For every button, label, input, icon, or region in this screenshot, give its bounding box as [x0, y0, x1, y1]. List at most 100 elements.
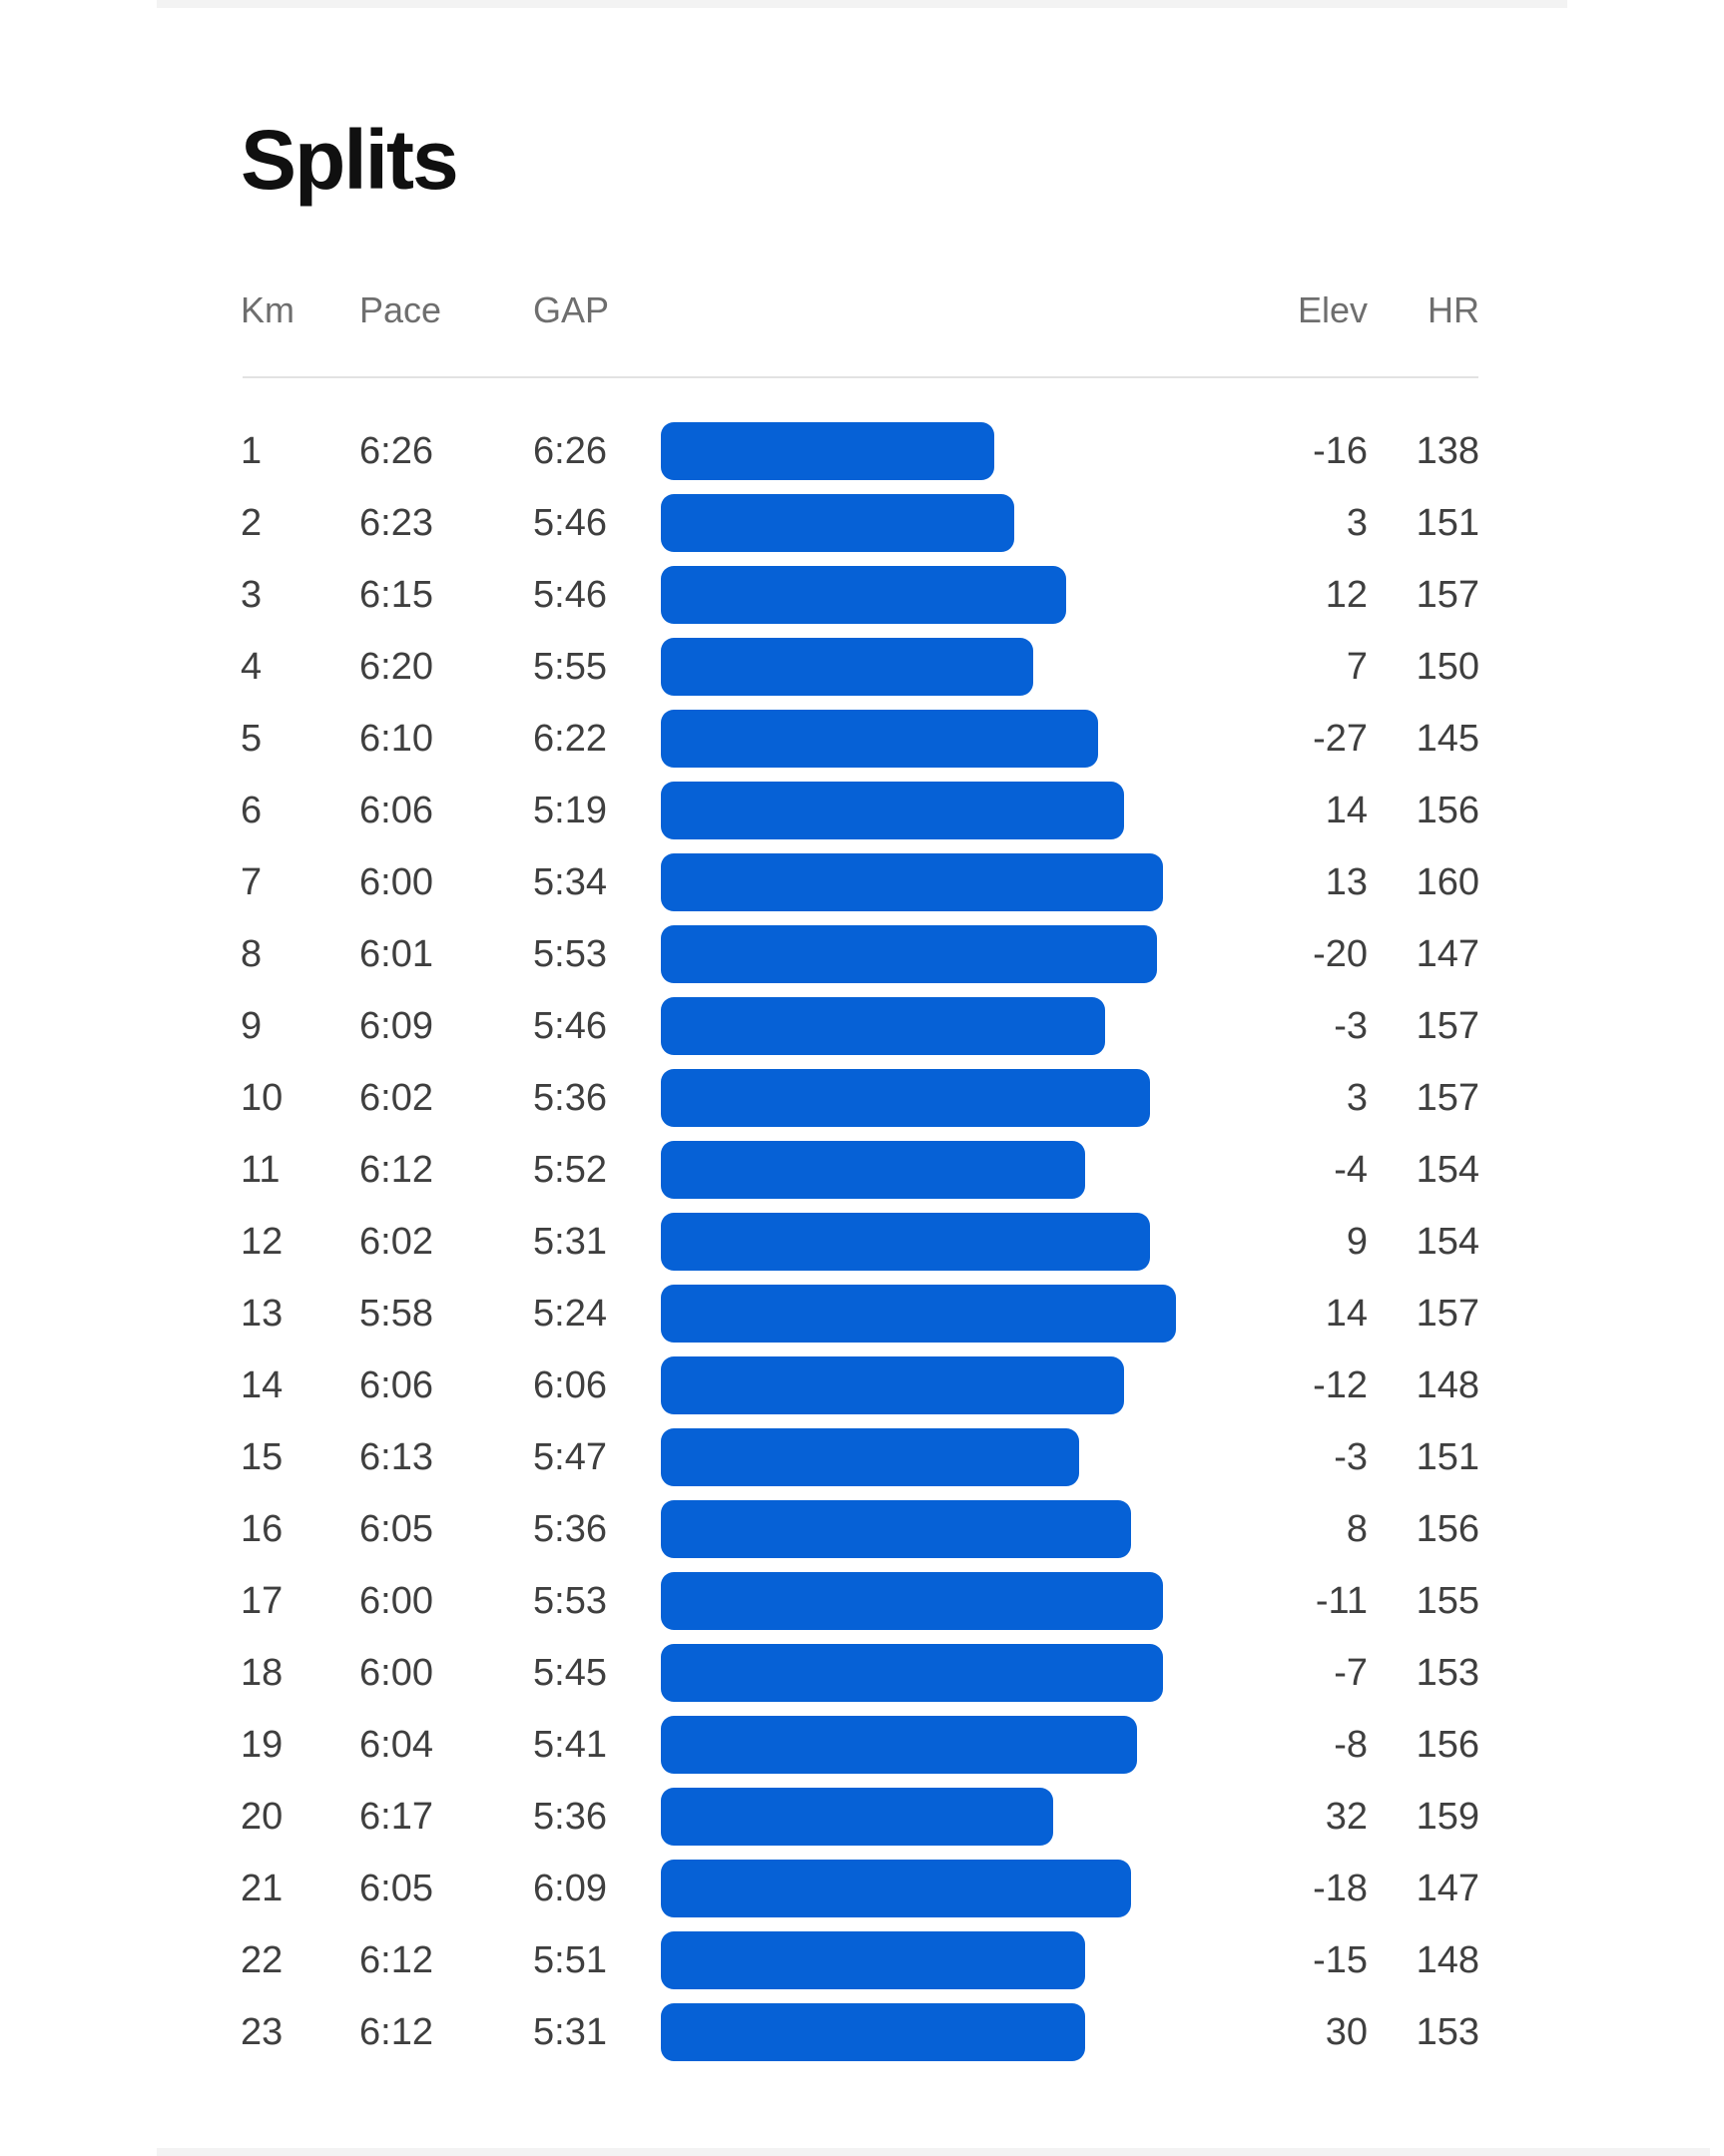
table-row: 18 6:00 5:45 -7 153 — [0, 1637, 1724, 1709]
pace-bar — [661, 1141, 1085, 1199]
table-row: 5 6:10 6:22 -27 145 — [0, 703, 1724, 775]
pace-bar — [661, 1572, 1163, 1630]
table-row: 8 6:01 5:53 -20 147 — [0, 918, 1724, 990]
split-gap-value: 5:31 — [533, 2011, 607, 2053]
split-elev-value: -18 — [1313, 1868, 1368, 1909]
split-km-value: 20 — [241, 1796, 284, 1838]
split-pace-value: 6:02 — [359, 1221, 433, 1263]
split-elev-value: -8 — [1334, 1724, 1368, 1766]
column-header-hr: HR — [1428, 289, 1479, 330]
pace-bar — [661, 1069, 1150, 1127]
split-hr-value: 145 — [1416, 718, 1479, 760]
split-elev-value: -20 — [1313, 933, 1368, 975]
split-elev-value: -15 — [1313, 1939, 1368, 1981]
table-row: 20 6:17 5:36 32 159 — [0, 1781, 1724, 1853]
pace-bar — [661, 997, 1105, 1055]
split-km-value: 18 — [241, 1652, 284, 1694]
split-pace-value: 6:12 — [359, 2011, 433, 2053]
table-row: 16 6:05 5:36 8 156 — [0, 1493, 1724, 1565]
split-pace-value: 6:00 — [359, 861, 433, 903]
split-hr-value: 156 — [1416, 790, 1479, 831]
split-pace-value: 6:09 — [359, 1005, 433, 1047]
split-elev-value: -4 — [1334, 1149, 1368, 1191]
split-pace-value: 6:20 — [359, 646, 433, 688]
split-hr-value: 151 — [1416, 1436, 1479, 1478]
table-row: 11 6:12 5:52 -4 154 — [0, 1134, 1724, 1206]
column-header-gap: GAP — [533, 289, 610, 330]
split-gap-value: 5:19 — [533, 790, 607, 831]
split-elev-value: -7 — [1334, 1652, 1368, 1694]
header-divider — [243, 376, 1478, 378]
split-km-value: 16 — [241, 1508, 284, 1550]
split-gap-value: 5:51 — [533, 1939, 607, 1981]
split-gap-value: 5:36 — [533, 1796, 607, 1838]
table-row: 13 5:58 5:24 14 157 — [0, 1278, 1724, 1349]
split-hr-value: 153 — [1416, 2011, 1479, 2053]
column-header-elev: Elev — [1297, 289, 1368, 330]
split-pace-value: 6:06 — [359, 790, 433, 831]
split-pace-value: 6:12 — [359, 1149, 433, 1191]
split-elev-value: 12 — [1325, 574, 1368, 616]
split-km-value: 1 — [241, 430, 263, 472]
split-elev-value: 13 — [1325, 861, 1368, 903]
table-header-row: Km Pace GAP Elev HR — [0, 290, 1724, 330]
table-row: 22 6:12 5:51 -15 148 — [0, 1924, 1724, 1996]
table-row: 10 6:02 5:36 3 157 — [0, 1062, 1724, 1134]
pace-bar — [661, 494, 1014, 552]
split-pace-value: 6:05 — [359, 1868, 433, 1909]
split-elev-value: -12 — [1313, 1364, 1368, 1406]
split-hr-value: 138 — [1416, 430, 1479, 472]
split-gap-value: 5:31 — [533, 1221, 607, 1263]
split-pace-value: 5:58 — [359, 1293, 433, 1335]
split-gap-value: 5:47 — [533, 1436, 607, 1478]
split-pace-value: 6:01 — [359, 933, 433, 975]
split-elev-value: 8 — [1346, 1508, 1368, 1550]
table-row: 9 6:09 5:46 -3 157 — [0, 990, 1724, 1062]
split-gap-value: 6:06 — [533, 1364, 607, 1406]
page-title: Splits — [241, 113, 459, 207]
table-row: 23 6:12 5:31 30 153 — [0, 1996, 1724, 2068]
split-gap-value: 5:46 — [533, 1005, 607, 1047]
split-pace-value: 6:17 — [359, 1796, 433, 1838]
split-gap-value: 5:41 — [533, 1724, 607, 1766]
table-row: 4 6:20 5:55 7 150 — [0, 631, 1724, 703]
split-km-value: 11 — [241, 1149, 281, 1191]
pace-bar — [661, 1644, 1163, 1702]
app-background-strip-bottom — [157, 2148, 1710, 2156]
pace-bar — [661, 853, 1163, 911]
split-pace-value: 6:04 — [359, 1724, 433, 1766]
split-km-value: 3 — [241, 574, 263, 616]
split-km-value: 19 — [241, 1724, 284, 1766]
split-km-value: 2 — [241, 502, 263, 544]
split-km-value: 13 — [241, 1293, 284, 1335]
split-gap-value: 5:34 — [533, 861, 607, 903]
split-pace-value: 6:00 — [359, 1580, 433, 1622]
split-km-value: 23 — [241, 2011, 284, 2053]
split-km-value: 6 — [241, 790, 263, 831]
table-row: 12 6:02 5:31 9 154 — [0, 1206, 1724, 1278]
split-gap-value: 5:53 — [533, 933, 607, 975]
split-elev-value: -3 — [1334, 1436, 1368, 1478]
split-hr-value: 154 — [1416, 1149, 1479, 1191]
split-gap-value: 5:46 — [533, 502, 607, 544]
split-hr-value: 157 — [1416, 1077, 1479, 1119]
split-km-value: 17 — [241, 1580, 284, 1622]
split-hr-value: 156 — [1416, 1724, 1479, 1766]
table-row: 19 6:04 5:41 -8 156 — [0, 1709, 1724, 1781]
split-gap-value: 6:09 — [533, 1868, 607, 1909]
split-km-value: 7 — [241, 861, 263, 903]
split-hr-value: 147 — [1416, 933, 1479, 975]
split-pace-value: 6:15 — [359, 574, 433, 616]
column-header-pace: Pace — [359, 289, 442, 330]
split-hr-value: 156 — [1416, 1508, 1479, 1550]
table-row: 7 6:00 5:34 13 160 — [0, 846, 1724, 918]
split-km-value: 5 — [241, 718, 263, 760]
pace-bar — [661, 1931, 1085, 1989]
pace-bar — [661, 422, 994, 480]
split-km-value: 12 — [241, 1221, 284, 1263]
split-elev-value: 14 — [1325, 790, 1368, 831]
column-header-km: Km — [241, 289, 294, 330]
split-hr-value: 151 — [1416, 502, 1479, 544]
pace-bar — [661, 1213, 1150, 1271]
split-gap-value: 6:22 — [533, 718, 607, 760]
